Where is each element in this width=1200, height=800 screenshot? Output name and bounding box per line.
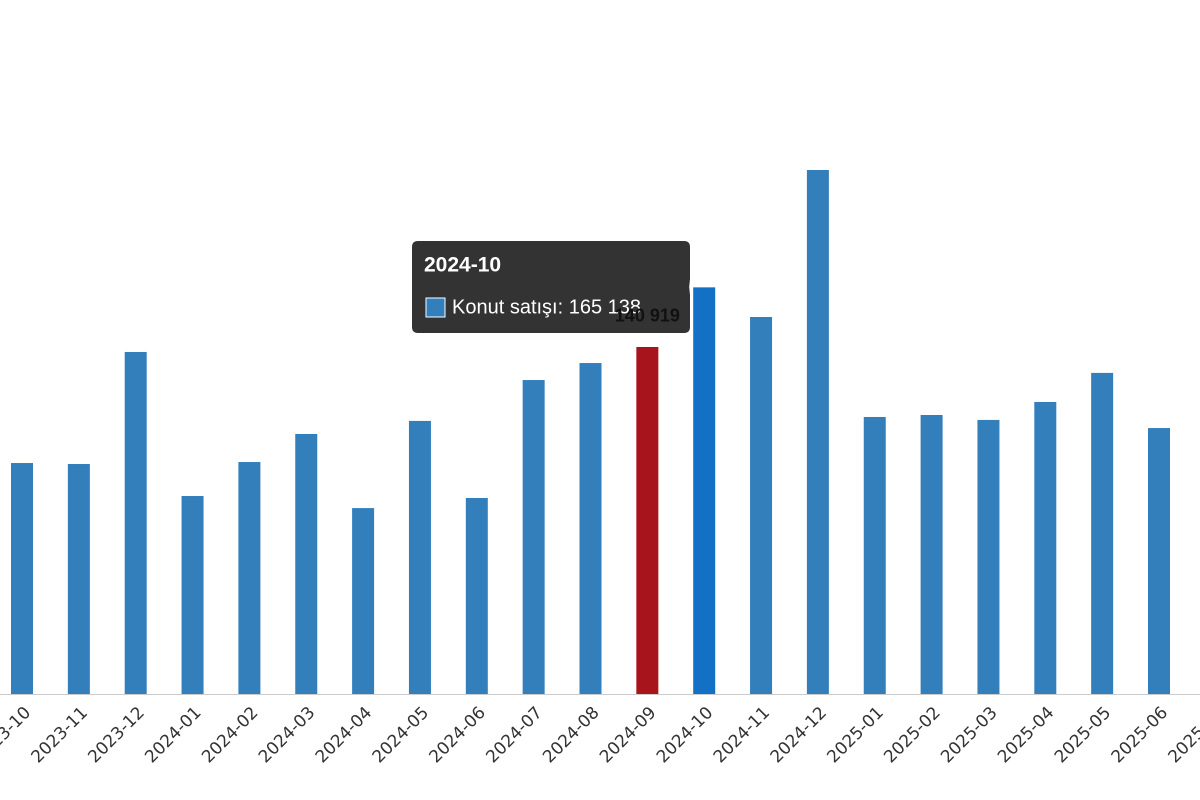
bar [352,508,375,694]
x-tick-label: 2024-10 [653,703,717,767]
x-tick-label: 2025-06 [1108,703,1172,767]
x-tick-label: 2024-12 [767,703,831,767]
x-tick-label: 2023-12 [84,703,148,767]
x-tick-label: 2025-01 [823,703,887,767]
x-tick-label: 2024-02 [198,703,262,767]
tooltip-text: Konut satışı: 165 138 [452,296,641,318]
bar [238,462,261,694]
bar [579,363,602,694]
bar [181,496,204,694]
bar [67,464,90,694]
bar [408,420,431,694]
x-tick-label: 2024-09 [596,703,660,767]
x-tick-label: 2025-05 [1051,703,1115,767]
x-tick-label: 2024-05 [369,703,433,767]
data-label: 140 919 [615,306,680,326]
x-tick-label: 2024-03 [255,703,319,767]
bar [465,497,488,694]
bar [693,287,716,694]
bar [750,316,773,694]
tooltip-box [412,241,690,333]
bar [806,169,829,694]
bar [522,380,545,694]
x-tick-label: 2024-04 [312,703,376,767]
bar [124,351,147,694]
tooltip-title: 2024-10 [424,254,501,277]
bar [636,346,659,694]
bar [1148,428,1170,694]
x-tick-label: 2024-06 [426,703,490,767]
x-tick-label: 2025-02 [880,703,944,767]
bar [11,463,33,694]
bar [920,415,943,694]
x-tick-label: 2023-10 [0,703,35,767]
bar [1034,401,1057,694]
x-tick-label: 2024-11 [710,703,774,767]
x-tick-label: 2025-07 [1165,703,1200,767]
x-tick-label: 2023-11 [28,703,92,767]
x-tick-label: 2024-01 [141,703,205,767]
bar [1091,372,1114,694]
tooltip-swatch [425,297,446,318]
x-tick-label: 2025-04 [994,703,1058,767]
bar [977,419,1000,694]
x-tick-label: 2024-07 [482,703,546,767]
x-tick-label: 2025-03 [937,703,1001,767]
x-tick-label: 2024-08 [539,703,603,767]
bar [863,416,886,694]
bar [295,433,318,694]
